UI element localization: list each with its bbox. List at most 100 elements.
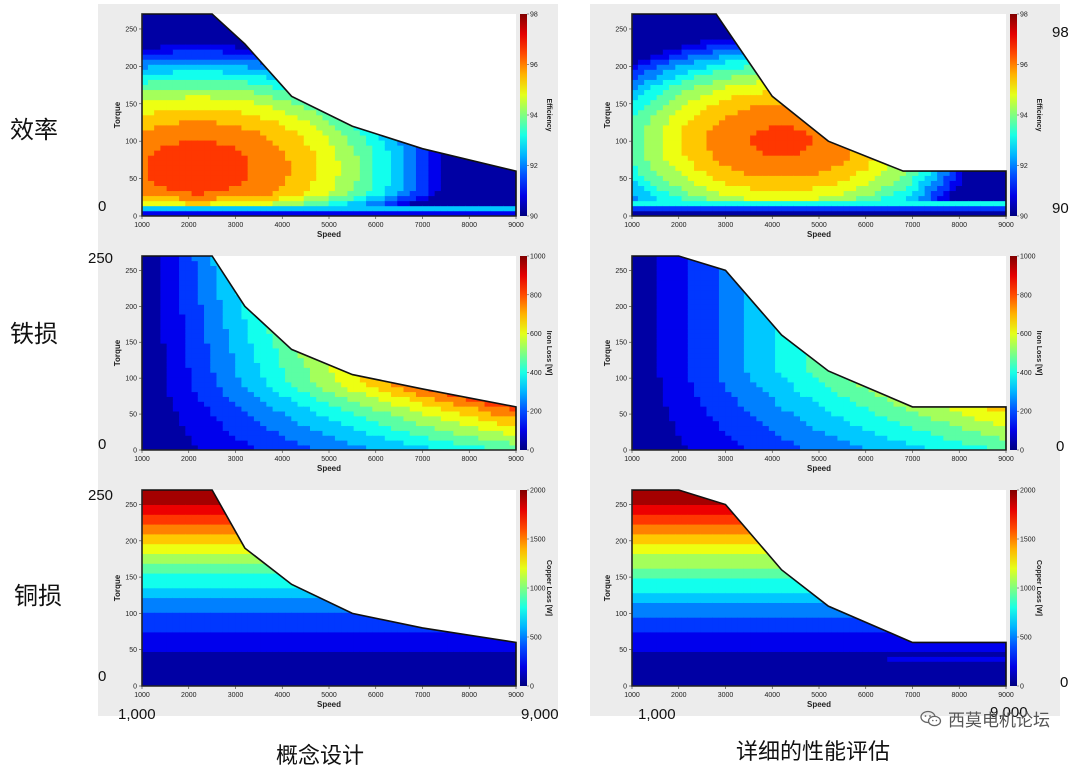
heat-cell (869, 175, 876, 181)
heat-cell (192, 160, 199, 166)
heat-cell (229, 160, 236, 166)
colorbar-tick-label: 96 (530, 62, 538, 69)
heat-cell (329, 206, 336, 212)
heat-cell (900, 196, 907, 202)
heat-cell (775, 155, 782, 161)
heat-cell (179, 170, 186, 176)
heat-cell (688, 34, 695, 40)
heat-cell (167, 24, 174, 30)
heat-cell (372, 175, 379, 181)
heat-cell (217, 125, 224, 131)
heat-cell (781, 196, 788, 202)
heat-cell (298, 140, 305, 146)
heat-cell (819, 165, 826, 171)
heat-cell (404, 170, 411, 176)
heat-cell (713, 100, 720, 106)
heat-cell (763, 135, 770, 141)
heat-cell (806, 150, 813, 156)
heat-cell (485, 206, 492, 212)
heat-cell (441, 190, 448, 196)
heat-cell (304, 196, 311, 202)
heat-cell (491, 180, 498, 186)
heat-cell (812, 145, 819, 151)
heat-cell (731, 175, 738, 181)
heat-cell (644, 100, 651, 106)
heat-cell (173, 165, 180, 171)
heat-cell (304, 120, 311, 126)
heat-cell (694, 160, 701, 166)
heat-cell (650, 34, 657, 40)
heat-cell (638, 95, 645, 101)
heat-cell (160, 170, 167, 176)
heat-cell (260, 206, 267, 212)
heat-cell (179, 190, 186, 196)
heat-cell (644, 120, 651, 126)
heat-cell (975, 175, 982, 181)
heat-cell (894, 175, 901, 181)
heat-cell (719, 64, 726, 70)
heat-cell (260, 160, 267, 166)
heat-cell (148, 59, 155, 65)
heat-cell (185, 170, 192, 176)
heat-cell (192, 79, 199, 85)
heat-cell (713, 89, 720, 95)
heat-cell (650, 24, 657, 30)
heat-cell (694, 44, 701, 50)
heat-cell (682, 44, 689, 50)
heat-cell (638, 64, 645, 70)
heat-cell (254, 180, 261, 186)
heat-cell (918, 185, 925, 191)
heat-cell (638, 84, 645, 90)
heat-cell (173, 79, 180, 85)
heat-cell (198, 69, 205, 75)
heat-cell (669, 84, 676, 90)
heat-cell (472, 185, 479, 191)
heat-cell (273, 130, 280, 136)
heat-cell (956, 201, 963, 207)
heat-cell (329, 190, 336, 196)
x-tick-label: 5000 (321, 222, 337, 229)
heat-cell (204, 110, 211, 116)
heat-cell (700, 100, 707, 106)
heat-cell (416, 175, 423, 181)
heat-cell (447, 190, 454, 196)
heat-cell (472, 190, 479, 196)
heat-cell (204, 100, 211, 106)
heat-cell (663, 29, 670, 35)
heat-cell (675, 64, 682, 70)
heat-cell (800, 206, 807, 212)
y-tick-label: 100 (125, 139, 137, 146)
heat-cell (354, 155, 361, 161)
heat-cell (657, 100, 664, 106)
heat-cell (669, 64, 676, 70)
heat-cell (738, 110, 745, 116)
y-tick-label: 50 (619, 176, 627, 183)
heat-cell (198, 140, 205, 146)
heat-cell (260, 100, 267, 106)
heat-cell (192, 105, 199, 111)
heat-cell (794, 206, 801, 212)
heat-cell (322, 155, 329, 161)
heat-cell (731, 135, 738, 141)
heat-cell (397, 180, 404, 186)
heat-cell (428, 190, 435, 196)
heat-cell (248, 115, 255, 121)
heat-cell (154, 175, 161, 181)
heat-cell (304, 145, 311, 151)
heat-cell (756, 110, 763, 116)
heat-cell (229, 135, 236, 141)
heat-cell (825, 175, 832, 181)
heat-cell (148, 120, 155, 126)
heat-cell (707, 201, 714, 207)
heat-cell (675, 135, 682, 141)
heat-cell (819, 175, 826, 181)
heat-cell (223, 69, 230, 75)
heat-cell (273, 135, 280, 141)
heat-cell (738, 201, 745, 207)
heat-cell (310, 115, 317, 121)
heat-cell (657, 170, 664, 176)
heat-cell (285, 110, 292, 116)
heat-cell (657, 59, 664, 65)
heat-cell (291, 120, 298, 126)
heat-cell (229, 115, 236, 121)
